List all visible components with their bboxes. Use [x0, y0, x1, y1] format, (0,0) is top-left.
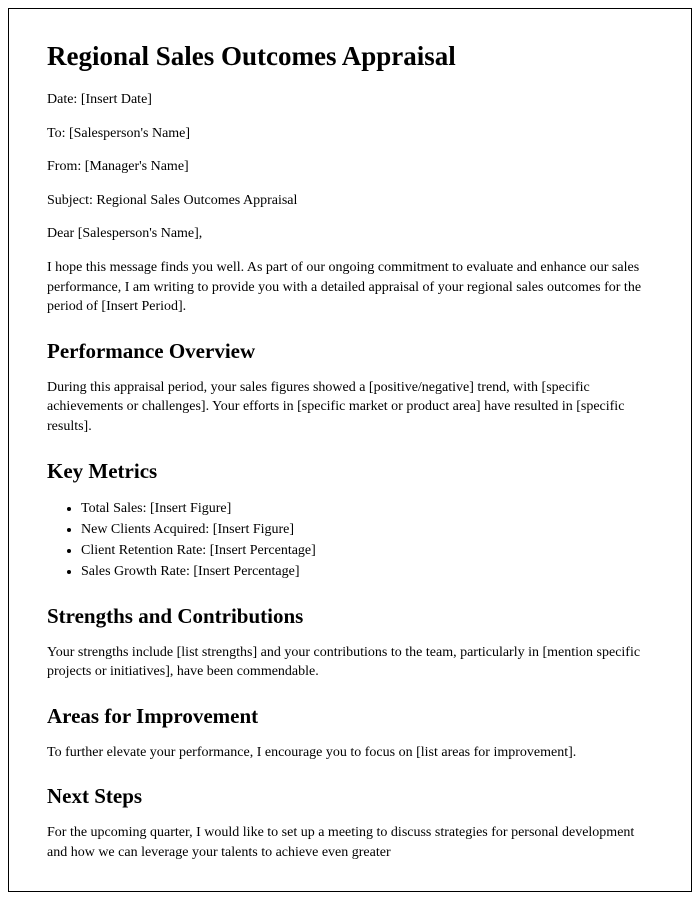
- meta-to: To: [Salesperson's Name]: [47, 124, 653, 144]
- metric-item: Total Sales: [Insert Figure]: [81, 498, 653, 519]
- intro-paragraph: I hope this message finds you well. As p…: [47, 258, 653, 317]
- document-page: Regional Sales Outcomes Appraisal Date: …: [8, 8, 692, 892]
- metrics-heading: Key Metrics: [47, 459, 653, 484]
- nextsteps-heading: Next Steps: [47, 784, 653, 809]
- strengths-body: Your strengths include [list strengths] …: [47, 643, 653, 682]
- meta-from: From: [Manager's Name]: [47, 157, 653, 177]
- meta-date: Date: [Insert Date]: [47, 90, 653, 110]
- metric-item: Client Retention Rate: [Insert Percentag…: [81, 540, 653, 561]
- metric-item: New Clients Acquired: [Insert Figure]: [81, 519, 653, 540]
- salutation: Dear [Salesperson's Name],: [47, 224, 653, 244]
- performance-heading: Performance Overview: [47, 339, 653, 364]
- nextsteps-body: For the upcoming quarter, I would like t…: [47, 823, 653, 862]
- document-title: Regional Sales Outcomes Appraisal: [47, 41, 653, 72]
- improvement-body: To further elevate your performance, I e…: [47, 743, 653, 763]
- metric-item: Sales Growth Rate: [Insert Percentage]: [81, 561, 653, 582]
- meta-subject: Subject: Regional Sales Outcomes Apprais…: [47, 191, 653, 211]
- metrics-list: Total Sales: [Insert Figure] New Clients…: [81, 498, 653, 582]
- improvement-heading: Areas for Improvement: [47, 704, 653, 729]
- strengths-heading: Strengths and Contributions: [47, 604, 653, 629]
- performance-body: During this appraisal period, your sales…: [47, 378, 653, 437]
